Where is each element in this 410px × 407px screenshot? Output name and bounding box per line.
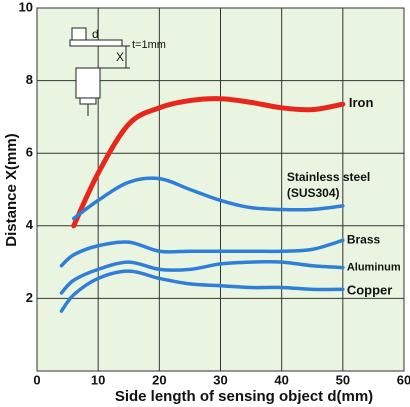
line <box>71 96 346 229</box>
y-tick-label: 8 <box>26 72 33 87</box>
y-tick-label: 10 <box>19 0 33 14</box>
series-label-line: Stainless steel <box>287 170 370 184</box>
series-label: Stainless steel (SUS304) <box>287 170 370 200</box>
series-label-line: (SUS304) <box>287 186 340 200</box>
sensor-diagram: d t=1mm X <box>69 27 166 116</box>
x-tick-label: 30 <box>213 372 227 387</box>
y-axis-label: Distance X(mm) <box>3 133 20 246</box>
series-label-line: Copper <box>347 283 393 298</box>
x-tick-label: 40 <box>274 372 288 387</box>
annotation: d <box>92 27 99 41</box>
series-label: Brass <box>347 232 381 246</box>
plot-frame <box>36 7 405 372</box>
x-tick-label: 20 <box>152 372 166 387</box>
line <box>59 260 345 295</box>
x-axis-label: Side length of sensing object d(mm) <box>115 388 373 405</box>
x-tick-label: 50 <box>336 372 350 387</box>
line <box>71 176 345 221</box>
x-tick-label: 0 <box>33 372 40 387</box>
sensor <box>75 67 101 99</box>
y-tick-label: 6 <box>26 145 33 160</box>
series-label: Copper <box>347 283 393 298</box>
target <box>71 27 87 41</box>
line <box>59 269 345 313</box>
series-label: Aluminum <box>347 261 401 273</box>
line <box>59 238 345 268</box>
y-tick-label: 4 <box>26 217 34 232</box>
x-tick-label: 60 <box>397 372 410 387</box>
series-label-line: Iron <box>349 96 374 111</box>
plate <box>69 39 123 47</box>
y-tick-label: 2 <box>26 290 33 305</box>
series-label: Iron <box>349 96 374 111</box>
x-tick-label: 10 <box>91 372 105 387</box>
series-label-line: Brass <box>347 232 381 246</box>
series-label-line: Aluminum <box>347 261 401 273</box>
annotation: X <box>116 50 124 64</box>
annotation: t=1mm <box>132 39 166 51</box>
sensor-base <box>79 97 97 105</box>
